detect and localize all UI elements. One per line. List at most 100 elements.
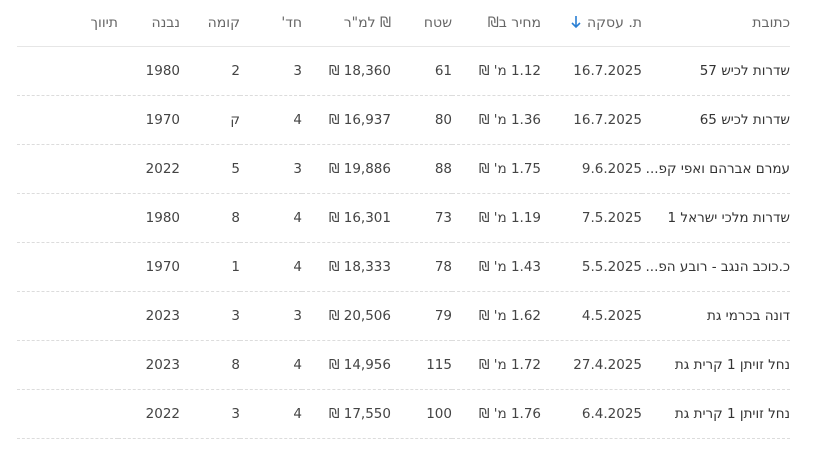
table-cell: עמרם אברהם ואפי קפ... — [642, 144, 790, 194]
table-cell: 2023 — [118, 340, 180, 390]
table-body: שדרות לכיש 57 16.7.2025 1.12 מ' ₪ 61 18,360 … — [17, 46, 790, 439]
table-cell: 4 — [240, 389, 302, 439]
table-cell: 1980 — [118, 193, 180, 243]
table-cell: 1.36 מ' ₪ — [452, 95, 541, 145]
table-row[interactable]: דונה בכרמי גת 4.5.2025 1.62 מ' ₪ 79 20,506 ₪… — [17, 291, 790, 341]
table-cell: דונה בכרמי גת — [642, 291, 790, 341]
table-cell: 78 — [391, 242, 452, 292]
table-cell: 16,937 ₪ — [302, 95, 391, 145]
header-text: שטח — [423, 15, 452, 31]
table-cell: 9.6.2025 — [541, 144, 642, 194]
table-row[interactable]: שדרות לכיש 65 16.7.2025 1.36 מ' ₪ 80 16,937 … — [17, 95, 790, 145]
table-cell — [17, 242, 118, 292]
table-row[interactable]: שדרות מלכי ישראל 1 7.5.2025 1.19 מ' ₪ 73 16,… — [17, 193, 790, 243]
table-cell: 88 — [391, 144, 452, 194]
header-text: חד' — [281, 15, 302, 31]
table-cell: שדרות מלכי ישראל 1 — [642, 193, 790, 243]
header-row: כתובת ת. עסקה מחיר ב₪ שטח ₪ למ"ר חד' קומ… — [17, 0, 790, 47]
table-row[interactable]: נחל זויתן 1 קרית גת 6.4.2025 1.76 מ' ₪ 100 1… — [17, 389, 790, 439]
table-cell: 27.4.2025 — [541, 340, 642, 390]
table-cell: 115 — [391, 340, 452, 390]
table-cell: 100 — [391, 389, 452, 439]
table-cell: 6.4.2025 — [541, 389, 642, 439]
table-cell: 2023 — [118, 291, 180, 341]
table-cell: נחל זויתן 1 קרית גת — [642, 389, 790, 439]
table-cell: ק — [180, 95, 240, 145]
table-cell: 1.72 מ' ₪ — [452, 340, 541, 390]
table-cell: 20,506 ₪ — [302, 291, 391, 341]
header-cell[interactable]: שטח — [391, 0, 452, 47]
header-cell[interactable]: תיווך — [17, 0, 118, 47]
table-cell: 16.7.2025 — [541, 95, 642, 145]
header-text: מחיר ב₪ — [487, 15, 541, 31]
table-cell: כ.כוכב הנגב - רובע הפ... — [642, 242, 790, 292]
table-cell: 80 — [391, 95, 452, 145]
header-cell[interactable]: חד' — [240, 0, 302, 47]
sort-arrow — [571, 16, 581, 29]
table-cell: 3 — [240, 291, 302, 341]
table-row[interactable]: שדרות לכיש 57 16.7.2025 1.12 מ' ₪ 61 18,360 … — [17, 46, 790, 96]
table-cell — [17, 193, 118, 243]
table-cell: 17,550 ₪ — [302, 389, 391, 439]
header-text: ת. עסקה — [586, 15, 642, 31]
table-cell: 1.76 מ' ₪ — [452, 389, 541, 439]
table-cell: 3 — [240, 46, 302, 96]
header-text: ₪ למ"ר — [343, 15, 391, 31]
header-cell[interactable]: קומה — [180, 0, 240, 47]
table-row[interactable]: נחל זויתן 1 קרית גת 27.4.2025 1.72 מ' ₪ 115… — [17, 340, 790, 390]
table-cell: שדרות לכיש 65 — [642, 95, 790, 145]
table-cell: 1.12 מ' ₪ — [452, 46, 541, 96]
table-cell: 8 — [180, 193, 240, 243]
transactions-table: כתובת ת. עסקה מחיר ב₪ שטח ₪ למ"ר חד' קומ… — [17, 0, 790, 439]
table-cell: 1.62 מ' ₪ — [452, 291, 541, 341]
table-cell: 2022 — [118, 389, 180, 439]
header-cell[interactable]: ₪ למ"ר — [302, 0, 391, 47]
table-cell: 4 — [240, 193, 302, 243]
table-cell: 19,886 ₪ — [302, 144, 391, 194]
header-text: תיווך — [90, 15, 118, 31]
table-cell: 3 — [180, 389, 240, 439]
table-cell: 1.75 מ' ₪ — [452, 144, 541, 194]
header-text: כתובת — [752, 15, 790, 31]
table-cell: 3 — [180, 291, 240, 341]
table-cell: 14,956 ₪ — [302, 340, 391, 390]
table-cell: 18,333 ₪ — [302, 242, 391, 292]
table-cell — [17, 340, 118, 390]
table-cell — [17, 389, 118, 439]
table-cell: 4 — [240, 340, 302, 390]
table-cell: 1970 — [118, 242, 180, 292]
header-cell[interactable]: ת. עסקה — [541, 0, 642, 47]
table-row[interactable]: עמרם אברהם ואפי קפ... 9.6.2025 1.75 מ' ₪ 88… — [17, 144, 790, 194]
table-cell: 2 — [180, 46, 240, 96]
table-cell — [17, 46, 118, 96]
table-cell — [17, 95, 118, 145]
table-cell: 5 — [180, 144, 240, 194]
table-cell: 8 — [180, 340, 240, 390]
table-cell: 1980 — [118, 46, 180, 96]
table-cell: 4.5.2025 — [541, 291, 642, 341]
table-cell: 5.5.2025 — [541, 242, 642, 292]
table-cell: 1970 — [118, 95, 180, 145]
header-cell[interactable]: מחיר ב₪ — [452, 0, 541, 47]
table-cell: 16.7.2025 — [541, 46, 642, 96]
table-header: כתובת ת. עסקה מחיר ב₪ שטח ₪ למ"ר חד' קומ… — [17, 0, 790, 47]
table-cell: 79 — [391, 291, 452, 341]
header-text: נבנה — [151, 15, 180, 31]
table-cell — [17, 144, 118, 194]
table-cell: 4 — [240, 242, 302, 292]
table-row[interactable]: כ.כוכב הנגב - רובע הפ... 5.5.2025 1.43 מ' … — [17, 242, 790, 292]
table-cell: 18,360 ₪ — [302, 46, 391, 96]
header-cell[interactable]: כתובת — [642, 0, 790, 47]
table-cell: 3 — [240, 144, 302, 194]
header-cell[interactable]: נבנה — [118, 0, 180, 47]
table-cell: 2022 — [118, 144, 180, 194]
table-cell — [17, 291, 118, 341]
table-cell: 1.19 מ' ₪ — [452, 193, 541, 243]
table-cell: נחל זויתן 1 קרית גת — [642, 340, 790, 390]
table-cell: 73 — [391, 193, 452, 243]
table-cell: 1 — [180, 242, 240, 292]
header-text: קומה — [207, 15, 240, 31]
table-cell: שדרות לכיש 57 — [642, 46, 790, 96]
table-cell: 7.5.2025 — [541, 193, 642, 243]
